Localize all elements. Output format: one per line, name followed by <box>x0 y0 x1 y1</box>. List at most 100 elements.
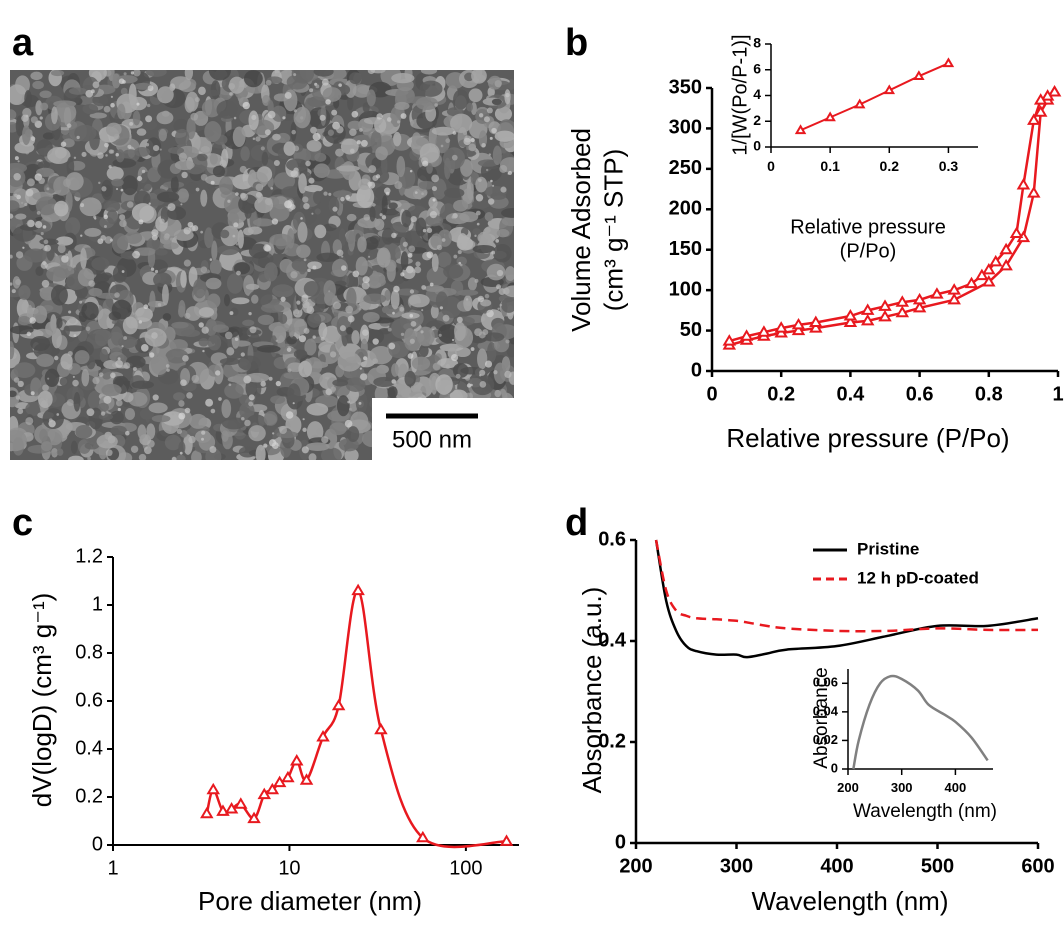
sem-highlight <box>300 217 303 220</box>
sem-grain <box>416 240 426 248</box>
data-marker <box>1047 85 1062 97</box>
sem-highlight <box>407 253 413 258</box>
sem-grain <box>346 213 357 222</box>
sem-highlight <box>296 300 301 305</box>
sem-grain <box>39 90 52 99</box>
data-marker <box>1027 186 1041 198</box>
sem-highlight <box>15 395 21 400</box>
sem-grain <box>388 202 398 210</box>
sem-grain <box>81 301 99 321</box>
data-marker <box>824 111 836 122</box>
data-marker <box>281 770 295 783</box>
x-tick-label: 0.2 <box>880 158 900 174</box>
sem-grain <box>10 429 27 452</box>
panel-label: d <box>565 502 588 544</box>
sem-highlight <box>13 172 21 181</box>
sem-grain <box>263 411 278 426</box>
sem-grain <box>243 70 263 88</box>
sem-grain <box>185 91 199 112</box>
sem-highlight <box>42 384 49 392</box>
sem-grain <box>70 440 78 454</box>
y-tick-label: 0.06 <box>813 675 838 690</box>
sem-grain <box>501 297 514 313</box>
sem-highlight <box>224 331 233 340</box>
sem-highlight <box>462 130 468 136</box>
sem-grain <box>466 102 473 112</box>
sem-grain <box>404 370 416 387</box>
sem-highlight <box>294 309 300 315</box>
sem-grain <box>110 425 127 436</box>
sem-highlight <box>344 419 353 428</box>
x-tick-label: 400 <box>820 855 853 877</box>
sem-grain <box>357 236 367 253</box>
sem-highlight <box>483 116 490 123</box>
y-tick-label: 1 <box>92 593 103 615</box>
sem-highlight <box>108 165 112 169</box>
sem-highlight <box>141 169 146 174</box>
sem-highlight <box>110 372 116 379</box>
sem-grain <box>272 133 281 141</box>
sem-grain <box>35 196 58 216</box>
sem-grain <box>251 294 259 304</box>
sem-grain <box>472 228 481 235</box>
sem-grain <box>298 360 312 378</box>
sem-grain <box>38 390 53 409</box>
sem-grain <box>124 231 143 244</box>
sem-grain <box>373 376 396 388</box>
sem-grain <box>452 363 469 378</box>
sem-highlight <box>182 354 189 362</box>
sem-highlight <box>136 308 144 315</box>
sem-highlight <box>421 309 424 312</box>
sem-highlight <box>426 227 433 234</box>
sem-highlight <box>362 329 369 336</box>
sem-grain <box>232 126 246 148</box>
data-marker <box>982 262 996 275</box>
sem-highlight <box>388 342 396 350</box>
sem-highlight <box>113 133 120 140</box>
y-tick-label: 6 <box>753 60 761 76</box>
sem-highlight <box>114 292 120 298</box>
sem-highlight <box>186 392 193 399</box>
sem-grain <box>174 128 190 146</box>
sem-highlight <box>200 173 208 181</box>
sem-grain <box>186 181 199 194</box>
sem-highlight <box>240 352 245 357</box>
data-marker <box>895 305 910 318</box>
sem-grain <box>209 259 222 275</box>
sem-highlight <box>68 316 77 324</box>
sem-highlight <box>271 218 279 225</box>
sem-grain <box>109 410 124 425</box>
sem-grain <box>362 102 370 113</box>
data-marker <box>878 309 892 322</box>
sem-highlight <box>100 411 106 416</box>
sem-highlight <box>285 411 294 419</box>
sem-grain <box>226 273 244 294</box>
x-axis-label: Wavelength (nm) <box>853 801 997 822</box>
sem-highlight <box>315 84 320 89</box>
sem-highlight <box>92 81 100 89</box>
sem-grain <box>335 148 344 157</box>
data-marker <box>895 295 910 307</box>
sem-highlight <box>293 145 300 152</box>
sem-highlight <box>181 171 188 179</box>
sem-grain <box>211 240 218 261</box>
sem-grain <box>75 425 93 439</box>
sem-highlight <box>163 234 170 241</box>
sem-grain <box>381 195 388 215</box>
sem-highlight <box>110 149 115 154</box>
sem-highlight <box>379 213 383 217</box>
y-tick-label: 0 <box>753 138 761 154</box>
y-tick-label: 50 <box>680 319 702 341</box>
sem-highlight <box>282 116 286 120</box>
sem-highlight <box>121 345 124 348</box>
x-axis-label: (P/Po) <box>840 240 897 262</box>
sem-grain <box>200 189 208 207</box>
sem-grain <box>97 402 109 412</box>
sem-grain <box>298 173 307 194</box>
sem-grain <box>35 100 43 116</box>
sem-grain <box>189 413 208 429</box>
sem-highlight <box>165 364 170 368</box>
sem-grain <box>313 163 330 179</box>
sem-highlight <box>153 144 160 152</box>
sem-highlight <box>284 91 292 99</box>
